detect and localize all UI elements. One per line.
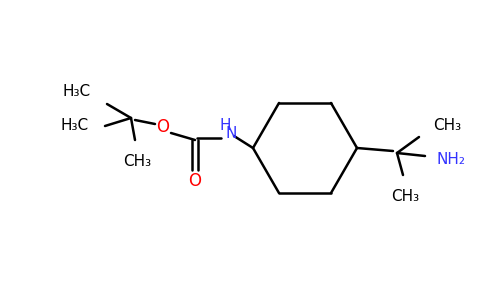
- Text: H₃C: H₃C: [63, 85, 91, 100]
- Text: H: H: [219, 118, 231, 134]
- Text: CH₃: CH₃: [123, 154, 151, 169]
- Text: O: O: [188, 172, 201, 190]
- Text: CH₃: CH₃: [433, 118, 461, 134]
- Text: H₃C: H₃C: [61, 118, 89, 134]
- Text: CH₃: CH₃: [391, 189, 419, 204]
- Text: O: O: [156, 118, 169, 136]
- Text: N: N: [226, 127, 237, 142]
- Text: NH₂: NH₂: [437, 152, 466, 166]
